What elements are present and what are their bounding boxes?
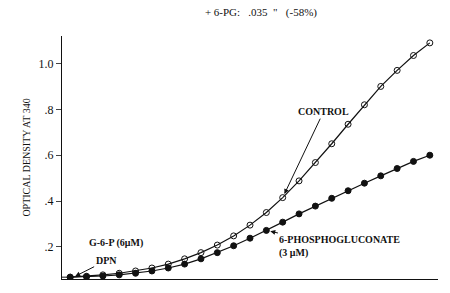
svg-text:DPN: DPN [96, 255, 117, 266]
svg-text:OPTICAL DENSITY AT 340: OPTICAL DENSITY AT 340 [21, 98, 32, 216]
svg-text:.2: .2 [45, 240, 54, 254]
svg-text:CONTROL: CONTROL [298, 106, 349, 117]
svg-text:1.0: 1.0 [39, 57, 54, 71]
svg-text:+ 6-PG: .035 " (-58%): + 6-PG: .035 " (-58%) [205, 6, 317, 19]
svg-text:.6: .6 [45, 148, 54, 162]
svg-text:6-PHOSPHOGLUCONATE(3 μM): 6-PHOSPHOGLUCONATE(3 μM) [279, 234, 400, 259]
svg-text:.8: .8 [45, 103, 54, 117]
svg-text:.4: .4 [45, 194, 54, 208]
svg-text:G-6-P (6μM): G-6-P (6μM) [89, 237, 143, 249]
